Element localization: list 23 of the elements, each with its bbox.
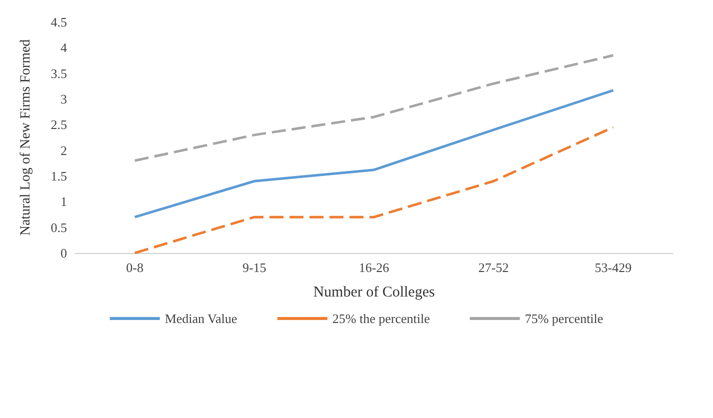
y-axis-title: Natural Log of New Firms Formed [18, 39, 34, 236]
y-tick-label: 4.5 [50, 14, 67, 30]
y-tick-label: 4 [60, 40, 68, 56]
line-series [134, 126, 614, 254]
x-tick-label: 27-52 [478, 260, 509, 275]
y-tick-label: 3.5 [50, 66, 67, 81]
y-tick-label: 1.5 [50, 168, 67, 184]
legend-label: 25% the percentile [332, 311, 430, 326]
x-tick-label: 9-15 [242, 260, 266, 275]
x-tick-label: 16-26 [358, 260, 390, 275]
x-tick-label: 53-429 [594, 260, 632, 275]
legend-label: 75% percentile [524, 311, 604, 326]
y-tick-label: 2.5 [50, 117, 67, 132]
y-tick-label: 3 [60, 92, 67, 106]
y-tick-label: 2 [60, 142, 67, 158]
y-tick-label: 0 [60, 246, 67, 260]
x-axis-title: Number of Colleges [313, 284, 435, 300]
y-tick-label: 1 [60, 194, 67, 210]
line-series [134, 89, 614, 218]
legend-label: Median Value [164, 311, 238, 326]
line-series [134, 54, 614, 162]
y-tick-label: 0.5 [50, 220, 67, 235]
x-tick-label: 0-8 [126, 260, 144, 275]
